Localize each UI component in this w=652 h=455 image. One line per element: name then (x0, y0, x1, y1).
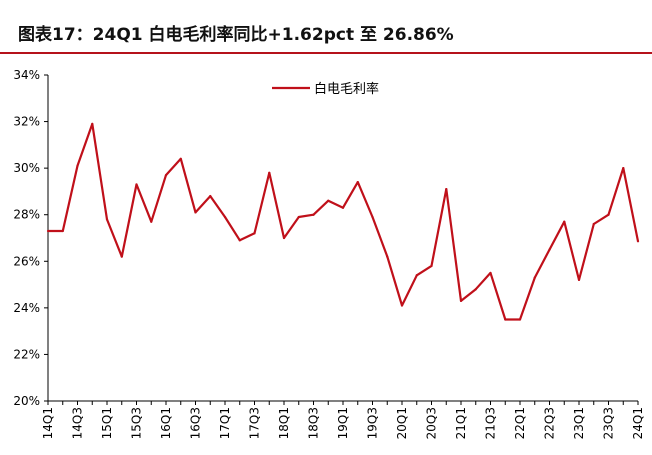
data-point (563, 220, 566, 223)
data-point (120, 255, 123, 258)
data-point (135, 183, 138, 186)
data-point (297, 215, 300, 219)
data-point (400, 304, 404, 307)
x-tick-label: 14Q3 (71, 407, 85, 439)
x-tick-label: 22Q1 (513, 407, 527, 439)
data-point (577, 278, 581, 282)
data-point (179, 157, 182, 160)
x-axis: 14Q1 14Q3 15Q1 15Q3 16Q1 16Q3 17Q1 17Q3 18Q1 18Q3… (41, 400, 645, 439)
data-point (46, 229, 50, 233)
data-point (622, 167, 625, 170)
data-point (268, 171, 271, 174)
series-line (48, 122, 640, 321)
y-tick-label: 26% (13, 254, 40, 268)
data-point (91, 122, 94, 125)
x-tick-label: 20Q3 (425, 407, 439, 439)
data-point (592, 222, 595, 226)
data-point (371, 215, 374, 219)
x-tick-label: 18Q1 (277, 407, 291, 439)
legend: 白电毛利率 (272, 81, 379, 97)
data-point (61, 229, 64, 233)
data-point (282, 236, 286, 240)
x-tick-label: 17Q1 (218, 407, 232, 439)
x-tick-label: 19Q3 (366, 407, 380, 439)
data-point (430, 264, 433, 268)
data-point (223, 215, 227, 219)
y-tick-label: 30% (13, 161, 40, 175)
data-point (238, 239, 241, 242)
data-point (209, 194, 212, 198)
data-point (459, 299, 463, 302)
x-tick-label: 23Q1 (572, 407, 586, 439)
data-point (386, 255, 389, 258)
data-point (327, 199, 330, 202)
line-chart: 34% 32% 30% 28% 26% 24% 22% 20% 14Q1 14Q3 15Q1 15Q… (13, 68, 645, 439)
legend-label: 白电毛利率 (314, 81, 379, 97)
data-point (415, 274, 418, 277)
data-point (356, 181, 359, 184)
data-point (312, 213, 315, 216)
x-tick-label: 15Q3 (130, 407, 144, 439)
data-point (607, 213, 610, 216)
x-tick-label: 22Q3 (543, 407, 557, 439)
data-point (76, 164, 79, 167)
data-point (194, 211, 197, 214)
data-point (504, 318, 507, 321)
x-tick-label: 24Q1 (631, 407, 645, 439)
y-tick-label: 32% (13, 115, 40, 129)
x-tick-label: 20Q1 (395, 407, 409, 439)
y-tick-label: 22% (13, 347, 40, 361)
y-tick-label: 28% (13, 208, 40, 222)
x-tick-label: 19Q1 (336, 407, 350, 439)
x-tick-label: 17Q3 (248, 407, 262, 439)
x-tick-label: 23Q3 (602, 407, 616, 439)
data-point (533, 276, 536, 279)
data-point (164, 174, 168, 177)
data-point (636, 240, 640, 243)
data-point (253, 232, 256, 235)
y-tick-label: 34% (13, 68, 40, 82)
data-point (150, 220, 153, 223)
data-point (341, 206, 345, 209)
series-layer (46, 122, 640, 321)
y-tick-label: 24% (13, 301, 40, 315)
y-tick-label: 20% (13, 394, 40, 408)
data-point (105, 218, 109, 221)
x-tick-label: 16Q3 (189, 407, 203, 439)
data-point (445, 188, 448, 191)
x-tick-label: 21Q3 (484, 407, 498, 439)
x-tick-label: 16Q1 (159, 407, 173, 439)
x-tick-label: 18Q3 (307, 407, 321, 439)
data-point (548, 248, 551, 251)
figure-header: 图表17：24Q1 白电毛利率同比+1.62pct 至 26.86% (0, 0, 652, 56)
x-tick-label: 14Q1 (41, 407, 55, 439)
figure-title: 图表17：24Q1 白电毛利率同比+1.62pct 至 26.86% (18, 25, 454, 45)
data-point (474, 288, 477, 291)
title-divider (0, 52, 652, 54)
y-axis: 34% 32% 30% 28% 26% 24% 22% 20% (13, 68, 49, 408)
x-tick-label: 15Q1 (100, 407, 114, 439)
data-point (489, 271, 492, 275)
x-tick-label: 21Q1 (454, 407, 468, 439)
data-point (518, 318, 522, 321)
